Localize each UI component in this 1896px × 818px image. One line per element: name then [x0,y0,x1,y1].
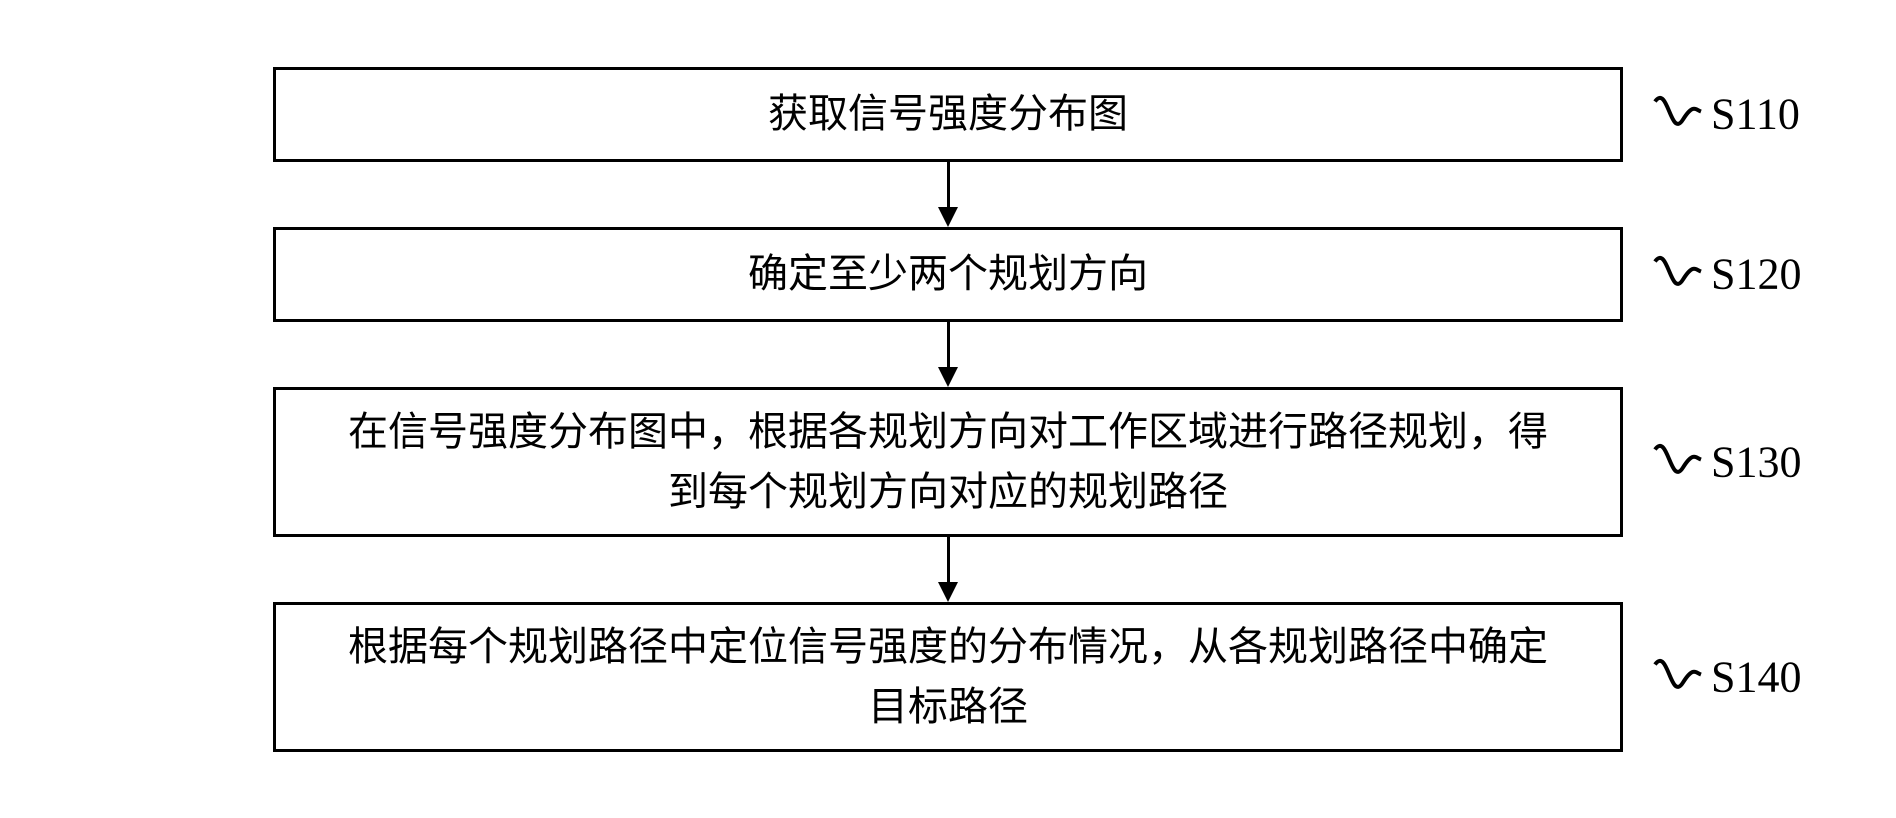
step-text: 根据每个规划路径中定位信号强度的分布情况，从各规划路径中确定目标路径 [336,617,1560,737]
step-text: 在信号强度分布图中，根据各规划方向对工作区域进行路径规划，得到每个规划方向对应的… [336,402,1560,522]
flow-arrow [938,537,958,602]
curly-connector [1653,429,1703,494]
step-label: S120 [1711,249,1801,300]
step-label-container: S140 [1653,644,1801,709]
flow-arrow [938,322,958,387]
step-label: S130 [1711,436,1801,487]
step-label-container: S120 [1653,242,1801,307]
flowchart-step-box: 在信号强度分布图中，根据各规划方向对工作区域进行路径规划，得到每个规划方向对应的… [273,387,1623,537]
arrow-head-icon [938,367,958,387]
curly-connector [1653,82,1703,147]
step-label-container: S110 [1653,82,1800,147]
flow-arrow [938,162,958,227]
arrow-line [947,537,950,582]
arrow-head-icon [938,207,958,227]
flowchart-step-box: 获取信号强度分布图 [273,67,1623,162]
flowchart-step-box: 根据每个规划路径中定位信号强度的分布情况，从各规划路径中确定目标路径 [273,602,1623,752]
step-text: 获取信号强度分布图 [768,84,1128,144]
step-label: S140 [1711,651,1801,702]
arrow-head-icon [938,582,958,602]
step-label: S110 [1711,89,1800,140]
curly-connector [1653,242,1703,307]
arrow-line [947,162,950,207]
step-text: 确定至少两个规划方向 [748,244,1148,304]
arrow-line [947,322,950,367]
curly-connector [1653,644,1703,709]
step-label-container: S130 [1653,429,1801,494]
flowchart-step-box: 确定至少两个规划方向 [273,227,1623,322]
